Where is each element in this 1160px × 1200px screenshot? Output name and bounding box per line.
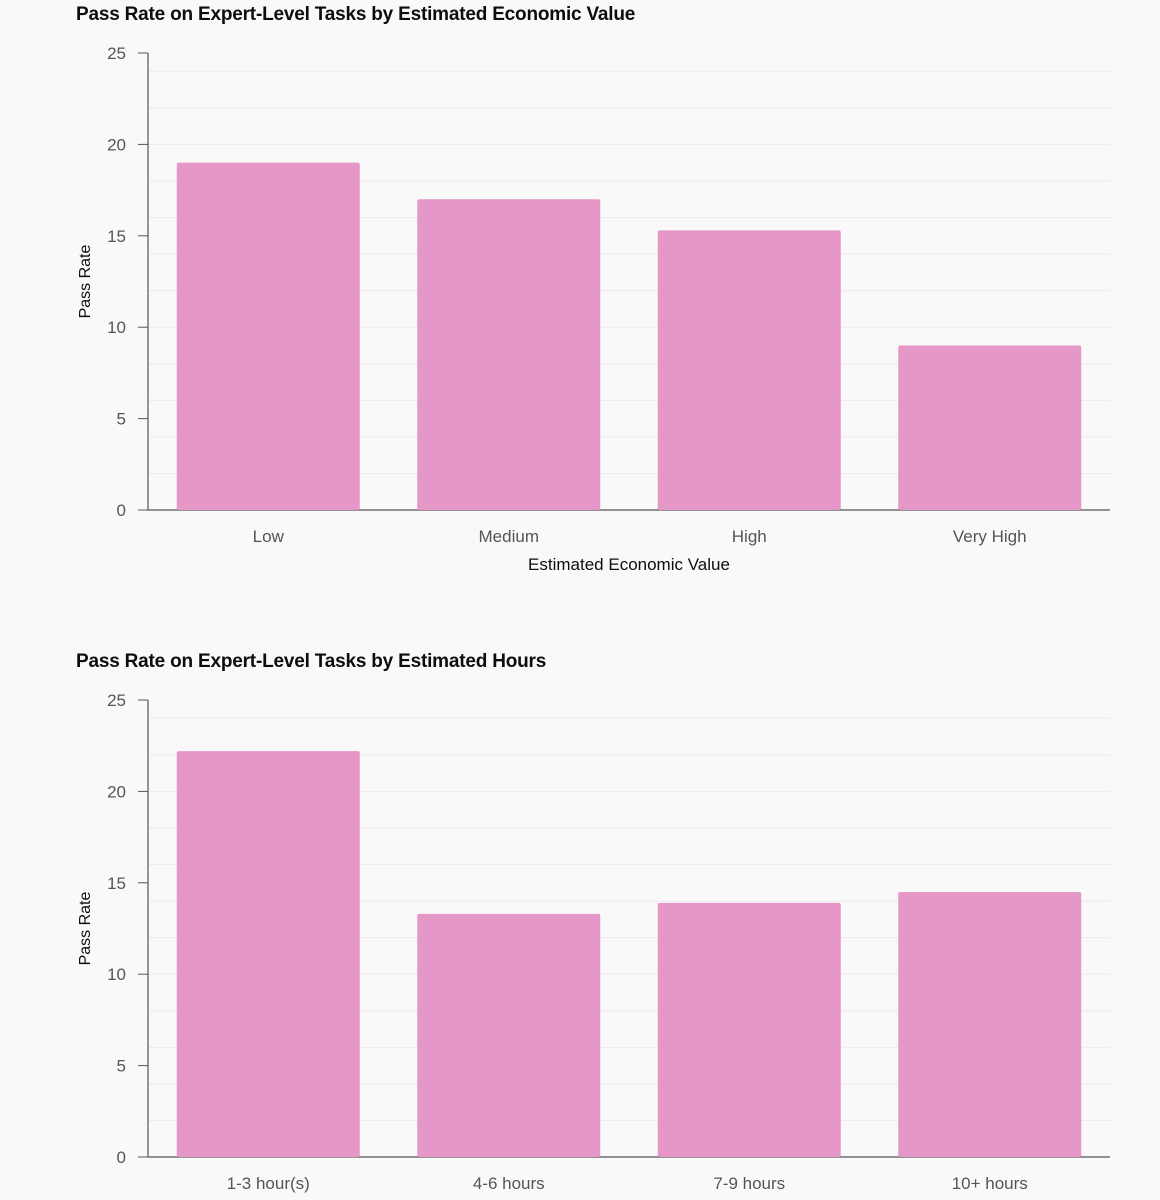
y-tick-label: 0 [117, 1148, 126, 1167]
x-tick-label: 4-6 hours [473, 1174, 545, 1193]
y-tick-label: 25 [107, 44, 126, 63]
x-tick-label: Low [253, 527, 285, 546]
bar [176, 162, 360, 510]
x-tick-label: 10+ hours [952, 1174, 1028, 1193]
bar [657, 902, 841, 1157]
y-tick-label: 20 [107, 782, 126, 801]
y-tick-label: 5 [117, 1057, 126, 1076]
chart-title: Pass Rate on Expert-Level Tasks by Estim… [76, 651, 547, 672]
bar [417, 913, 601, 1157]
y-tick-label: 10 [107, 318, 126, 337]
x-tick-label: Very High [953, 527, 1027, 546]
bar [176, 751, 360, 1157]
x-tick-label: High [732, 527, 767, 546]
bar [417, 199, 601, 511]
y-tick-label: 15 [107, 874, 126, 893]
x-tick-label: Medium [479, 527, 539, 546]
bar [898, 345, 1082, 510]
y-axis-title: Pass Rate [77, 891, 94, 965]
y-axis-title: Pass Rate [77, 244, 94, 318]
x-axis-title: Estimated Economic Value [528, 555, 730, 574]
y-tick-label: 20 [107, 135, 126, 154]
y-tick-label: 5 [117, 410, 126, 429]
y-tick-label: 10 [107, 965, 126, 984]
x-tick-label: 7-9 hours [713, 1174, 785, 1193]
y-tick-label: 0 [117, 501, 126, 520]
chart-title: Pass Rate on Expert-Level Tasks by Estim… [76, 4, 636, 25]
y-tick-label: 25 [107, 691, 126, 710]
y-tick-label: 15 [107, 227, 126, 246]
bar [898, 891, 1082, 1157]
chart-economic-value: Pass Rate on Expert-Level Tasks by Estim… [76, 4, 1110, 574]
x-tick-label: 1-3 hour(s) [227, 1174, 310, 1193]
bar-chart-economic-value: 0 5 10 15 20 25 Low Medium High Very High Pass Rat… [77, 44, 1110, 574]
bar [657, 230, 841, 511]
